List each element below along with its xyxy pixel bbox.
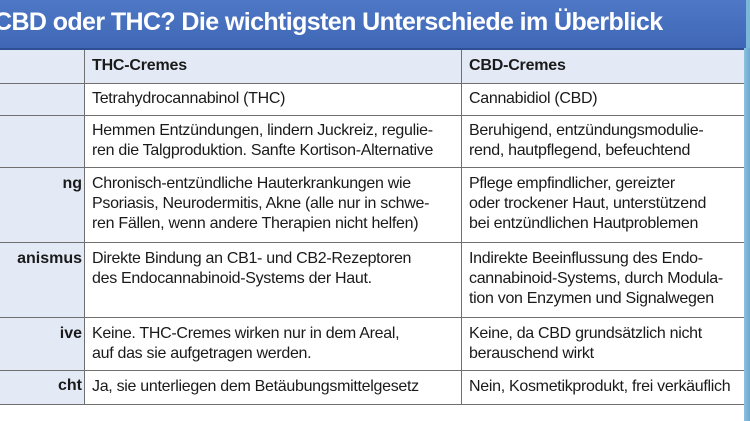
cbd-cell: Cannabidiol (CBD)	[461, 84, 744, 115]
table-row: Tetrahydrocannabinol (THC) Cannabidiol (…	[0, 84, 744, 116]
header-thc-cell: THC-Cremes	[84, 50, 461, 83]
cbd-cell: Indirekte Beeinflussung des Endo- cannab…	[461, 243, 744, 317]
thc-cell: Tetrahydrocannabinol (THC)	[84, 84, 461, 115]
thc-cell-text: Tetrahydrocannabinol (THC)	[92, 90, 286, 107]
cbd-cell-text: Beruhigend, entzündungsmodulie- rend, ha…	[469, 122, 704, 159]
cbd-cell: Keine, da CBD grundsätzlich nicht beraus…	[461, 318, 744, 370]
cbd-cell-text: Pflege empfindlicher, gereizter oder tro…	[469, 175, 707, 232]
table-header-row: THC-Cremes CBD-Cremes	[0, 50, 744, 84]
row-label-cell: cht	[0, 371, 84, 404]
thc-cell: Ja, sie unterliegen dem Betäubungsmittel…	[84, 371, 461, 404]
right-edge-background	[744, 48, 750, 421]
table-row: anismus Direkte Bindung an CB1- und CB2-…	[0, 243, 744, 318]
page-title: CBD oder THC? Die wichtigsten Unterschie…	[0, 8, 663, 36]
thc-cell-text: Hemmen Entzündungen, lindern Juckreiz, r…	[92, 122, 434, 159]
thc-cell: Hemmen Entzündungen, lindern Juckreiz, r…	[84, 116, 461, 167]
thc-cell: Keine. THC-Cremes wirken nur in dem Area…	[84, 318, 461, 370]
comparison-table: THC-Cremes CBD-Cremes Tetrahydrocannabin…	[0, 50, 744, 421]
row-label: anismus	[17, 250, 82, 267]
thc-cell-text: Keine. THC-Cremes wirken nur in dem Area…	[92, 325, 400, 362]
row-label: cht	[58, 377, 82, 394]
cbd-cell-text: Nein, Kosmetikprodukt, frei verkäuflich	[469, 378, 731, 395]
header-label-cell	[0, 50, 84, 83]
thc-cell: Chronisch-entzündliche Hauterkrankungen …	[84, 168, 461, 242]
cbd-cell: Nein, Kosmetikprodukt, frei verkäuflich	[461, 371, 744, 404]
header-cbd-cell: CBD-Cremes	[461, 50, 744, 83]
thc-cell-text: Direkte Bindung an CB1- und CB2-Rezeptor…	[92, 250, 412, 287]
header-cbd-label: CBD-Cremes	[469, 57, 566, 74]
row-label-cell	[0, 84, 84, 115]
thc-cell-text: Chronisch-entzündliche Hauterkrankungen …	[92, 175, 430, 232]
row-label: ive	[59, 325, 82, 342]
title-bar: CBD oder THC? Die wichtigsten Unterschie…	[0, 0, 746, 50]
row-label-cell	[0, 116, 84, 167]
row-label-cell: anismus	[0, 243, 84, 317]
cbd-cell: Pflege empfindlicher, gereizter oder tro…	[461, 168, 744, 242]
cbd-cell-text: Cannabidiol (CBD)	[469, 90, 598, 107]
thc-cell: Direkte Bindung an CB1- und CB2-Rezeptor…	[84, 243, 461, 317]
table-row: ive Keine. THC-Cremes wirken nur in dem …	[0, 318, 744, 371]
row-label: ng	[62, 175, 82, 192]
table-row: Hemmen Entzündungen, lindern Juckreiz, r…	[0, 116, 744, 168]
table-row: cht Ja, sie unterliegen dem Betäubungsmi…	[0, 371, 744, 405]
header-thc-label: THC-Cremes	[92, 57, 187, 74]
table-row: ng Chronisch-entzündliche Hauterkrankung…	[0, 168, 744, 243]
cbd-cell: Beruhigend, entzündungsmodulie- rend, ha…	[461, 116, 744, 167]
thc-cell-text: Ja, sie unterliegen dem Betäubungsmittel…	[92, 378, 419, 395]
cbd-cell-text: Keine, da CBD grundsätzlich nicht beraus…	[469, 325, 702, 362]
row-label-cell: ive	[0, 318, 84, 370]
row-label-cell: ng	[0, 168, 84, 242]
cbd-cell-text: Indirekte Beeinflussung des Endo- cannab…	[469, 250, 723, 307]
